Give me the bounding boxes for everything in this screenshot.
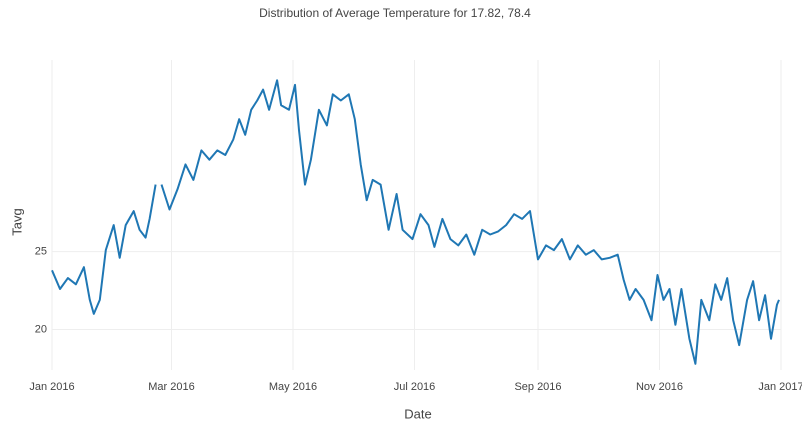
y-axis-label: Tavg [9,208,24,235]
x-tick-label: May 2016 [269,381,317,393]
y-tick-label: 20 [35,323,47,335]
x-tick-label: Mar 2016 [148,381,194,393]
x-tick-label: Jan 2017 [758,381,802,393]
line-series [51,184,157,315]
chart-title: Distribution of Average Temperature for … [259,6,531,20]
x-tick-label: Sep 2016 [514,381,561,393]
line-series [160,79,780,365]
x-tick-label: Jan 2016 [29,381,74,393]
x-tick-label: Nov 2016 [636,381,683,393]
x-axis-label: Date [404,406,431,421]
x-tick-label: Jul 2016 [394,381,436,393]
y-tick-label: 25 [35,246,47,258]
